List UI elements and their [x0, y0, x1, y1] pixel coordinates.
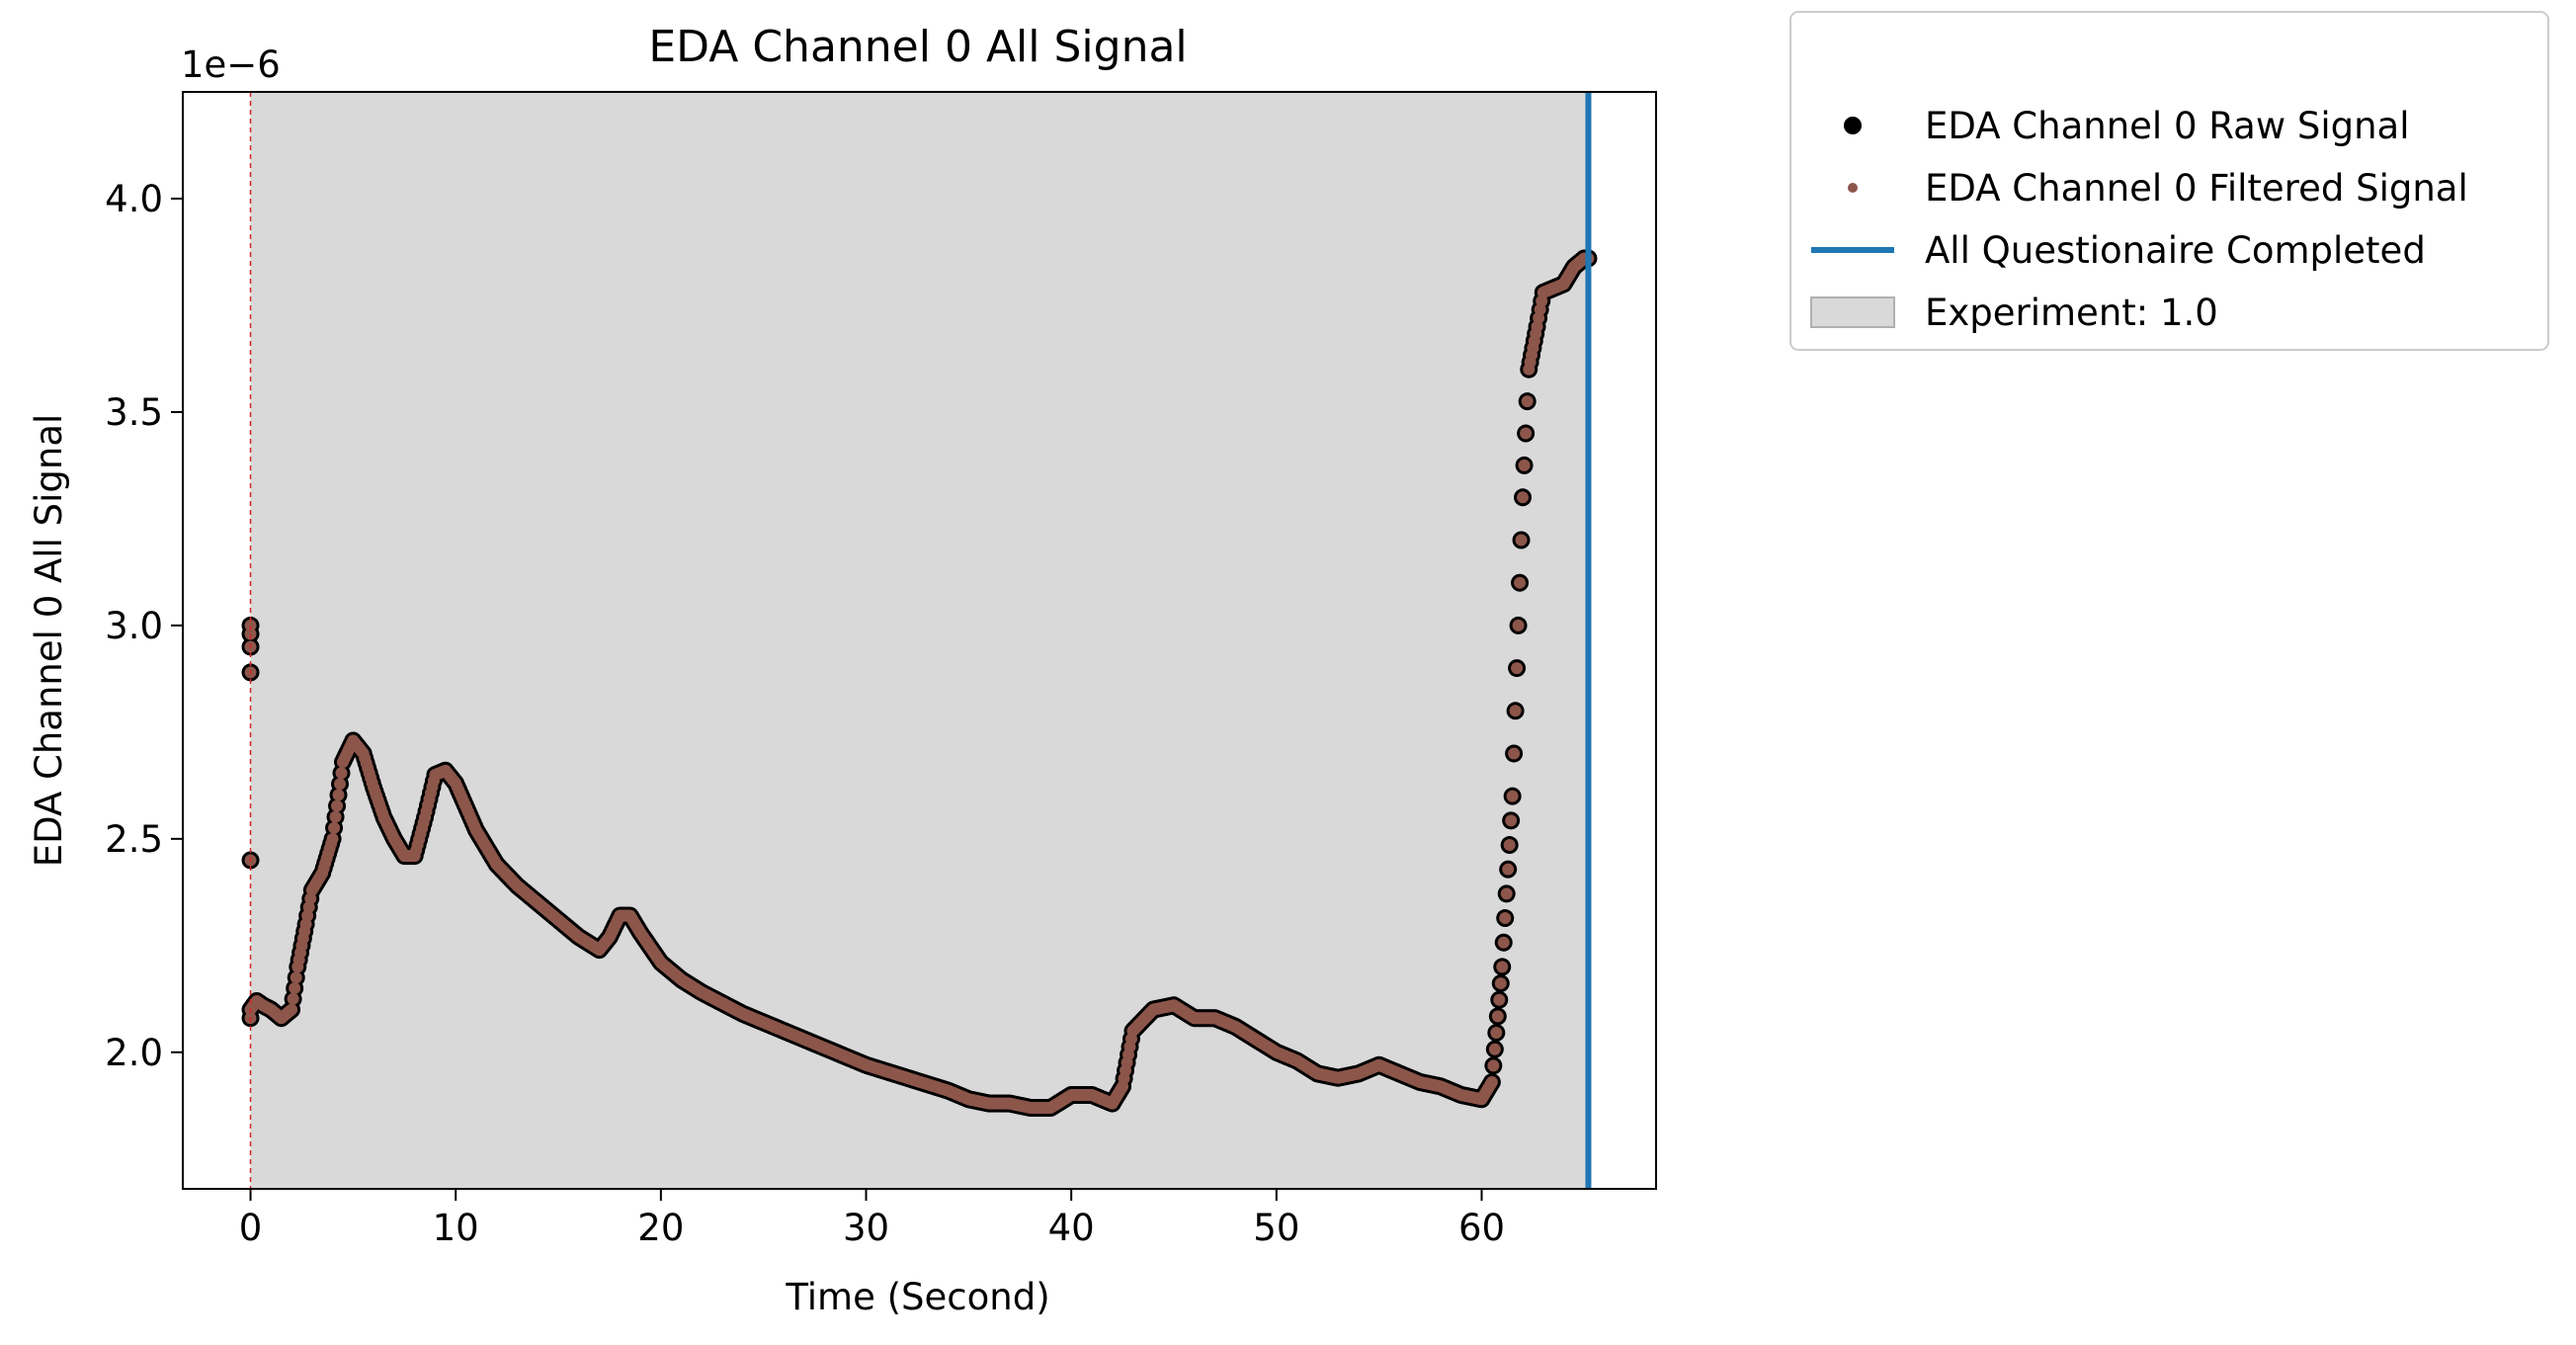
- legend-patch: [1810, 296, 1895, 328]
- x-tick-label: 10: [433, 1207, 479, 1249]
- experiment-span-layer: [250, 92, 1589, 1189]
- y-tick-label: 2.0: [105, 1032, 163, 1074]
- x-tick-label: 0: [239, 1207, 263, 1249]
- filtered-signal-point: [1494, 977, 1507, 990]
- filtered-signal-point: [1500, 887, 1513, 900]
- filtered-signal-point: [1517, 491, 1530, 504]
- filtered-signal-point: [329, 810, 342, 823]
- y-tick-label: 3.5: [105, 391, 163, 434]
- filtered-signal-point: [1521, 395, 1534, 408]
- filtered-signal-point: [1515, 534, 1528, 546]
- filtered-signal-point: [1512, 619, 1525, 631]
- filtered-signal-point: [290, 971, 302, 984]
- legend-label: EDA Channel 0 Filtered Signal: [1925, 167, 2468, 210]
- legend-items: EDA Channel 0 Raw Signal EDA Channel 0 Fi…: [1810, 105, 2468, 334]
- filtered-signal-point: [1520, 427, 1533, 440]
- filtered-signal-point: [328, 821, 341, 834]
- x-tick-label: 30: [843, 1207, 889, 1249]
- legend-item: All Questionaire Completed: [1811, 229, 2426, 272]
- filtered-signal-point: [1493, 993, 1506, 1006]
- filtered-signal-point: [244, 628, 257, 640]
- y-axis-ticks: 2.0 2.5 3.0 3.5 4.0: [105, 178, 183, 1074]
- y-axis-offset-label: 1e−6: [181, 43, 281, 86]
- filtered-signal-point: [1518, 459, 1531, 471]
- y-tick-label: 4.0: [105, 178, 163, 220]
- legend-box: [1789, 11, 2549, 351]
- x-tick-label: 60: [1458, 1207, 1505, 1249]
- legend-label: All Questionaire Completed: [1925, 229, 2426, 272]
- filtered-signal-point: [1506, 790, 1519, 802]
- y-axis-label: EDA Channel 0 All Signal: [28, 414, 70, 868]
- filtered-signal-point: [1499, 912, 1512, 925]
- filtered-signal-point: [287, 992, 299, 1005]
- filtered-signal-point: [1502, 863, 1515, 876]
- legend-label: EDA Channel 0 Raw Signal: [1925, 105, 2410, 147]
- y-tick-label: 2.5: [105, 818, 163, 861]
- filtered-signal-point: [289, 982, 301, 995]
- filtered-signal-point: [331, 799, 344, 812]
- filtered-signal-point: [1511, 662, 1524, 675]
- filtered-signal-point: [1503, 839, 1516, 852]
- legend-item: Experiment: 1.0: [1810, 292, 2218, 334]
- x-axis-ticks: 0 10 20 30 40 50 60: [239, 1189, 1505, 1249]
- filtered-signal-point: [1508, 747, 1521, 760]
- filtered-signal-point: [1485, 1076, 1498, 1089]
- filtered-signal-point: [1487, 1059, 1500, 1072]
- x-tick-label: 20: [637, 1207, 684, 1249]
- filtered-signal-point: [1505, 814, 1518, 827]
- reference-lines-layer: [249, 92, 1592, 1189]
- x-tick-label: 50: [1253, 1207, 1299, 1249]
- filtered-signal-point: [335, 767, 348, 780]
- legend-marker: [1844, 117, 1862, 134]
- series-layer: [241, 249, 1598, 1117]
- x-axis-label: Time (Second): [785, 1276, 1049, 1318]
- legend-item: EDA Channel 0 Filtered Signal: [1848, 167, 2468, 210]
- axes-frame: [182, 91, 1657, 1190]
- experiment-span: [250, 92, 1589, 1189]
- chart-title: EDA Channel 0 All Signal: [648, 22, 1187, 72]
- y-tick-label: 3.0: [105, 605, 163, 647]
- legend: EDA Channel 0 Raw Signal EDA Channel 0 Fi…: [1789, 11, 2549, 351]
- legend-marker: [1848, 183, 1858, 193]
- filtered-signal-point: [286, 1003, 298, 1016]
- filtered-signal-point: [1509, 705, 1522, 717]
- filtered-signal-point: [1497, 936, 1510, 949]
- filtered-signal-point: [1491, 1010, 1504, 1023]
- filtered-signal-point: [1496, 961, 1509, 973]
- filtered-signal-point: [1514, 576, 1527, 589]
- filtered-signal-point: [326, 832, 339, 845]
- series-filtered-signal: [244, 252, 1595, 1114]
- filtered-signal-point: [1488, 1043, 1501, 1055]
- plot-area: [182, 91, 1657, 1190]
- filtered-signal-point: [334, 778, 347, 791]
- filtered-signal-point: [1490, 1027, 1503, 1040]
- x-tick-label: 40: [1048, 1207, 1095, 1249]
- legend-label: Experiment: 1.0: [1925, 292, 2218, 334]
- filtered-signal-point: [332, 789, 345, 801]
- legend-item: EDA Channel 0 Raw Signal: [1844, 105, 2410, 147]
- filtered-signal-point: [244, 619, 257, 631]
